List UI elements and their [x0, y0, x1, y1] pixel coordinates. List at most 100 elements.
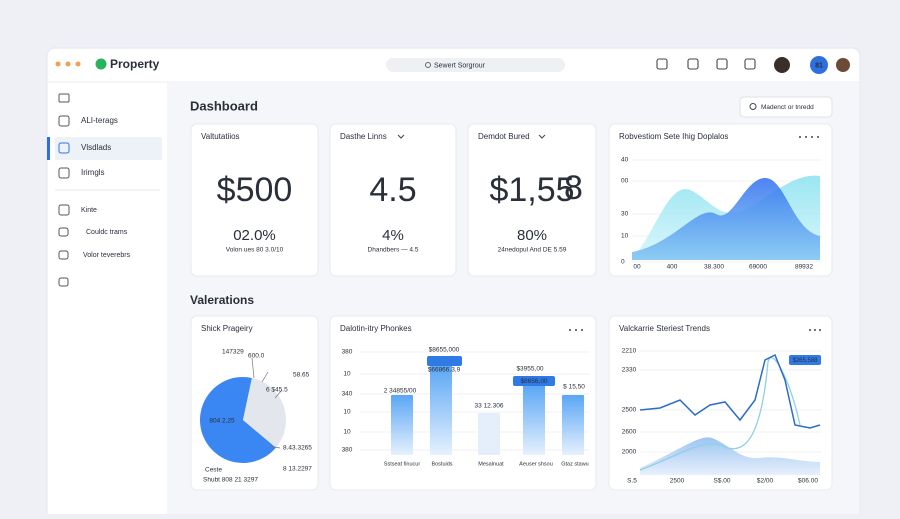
x-axis-label: Gtaz stawu	[561, 461, 589, 467]
y-axis-label: 2000	[622, 449, 637, 456]
brand-logo	[95, 58, 107, 70]
main-search-icon	[749, 103, 757, 110]
sidebar-active-bar	[47, 137, 50, 160]
sidebar-icon	[58, 115, 70, 127]
sidebar-item: ALI-terags	[81, 116, 118, 125]
search-placeholder: Sewert Sorgrour	[434, 62, 486, 69]
x-axis-label: $2/00	[757, 478, 774, 485]
bar	[430, 365, 452, 455]
kpi-change: 02.0%	[233, 227, 276, 244]
x-axis-label: 400	[667, 264, 678, 271]
card-menu-dot	[819, 329, 821, 331]
sidebar-icon	[58, 204, 70, 216]
card-title: Valckarrie Steriest Trends	[619, 324, 710, 333]
y-axis-label: 10	[343, 409, 351, 416]
sidebar-item: Vlsdlads	[81, 143, 111, 152]
window-dot	[65, 61, 71, 67]
card	[190, 123, 319, 277]
bar-tag	[427, 356, 462, 366]
kpi-value: $1,55	[489, 171, 574, 209]
y-axis-label: 40	[621, 157, 629, 164]
main-search	[739, 96, 833, 118]
bar-label: $3955,00	[516, 366, 543, 373]
avatar	[774, 57, 790, 73]
card-menu-dot	[575, 329, 577, 331]
card-title: Shick Prageiry	[201, 324, 253, 333]
kpi-title: Demdot Bured	[478, 132, 530, 141]
bar-label: $66866.3,9	[428, 367, 461, 374]
x-axis-label: S$.00	[714, 478, 731, 485]
card-title: Dalotin-itry Phonkes	[340, 324, 412, 333]
line-tag-text: $265,588	[792, 358, 818, 364]
card-menu-dot	[817, 136, 819, 138]
sidebar-icon	[58, 167, 70, 179]
pie-label: 8.43.3265	[283, 445, 312, 452]
x-axis-label: 89932	[795, 264, 813, 271]
pie-slice	[200, 377, 276, 463]
card-menu-dot	[581, 329, 583, 331]
line-tag	[789, 355, 821, 365]
pie-label: 147329	[222, 349, 244, 356]
pie-label: Ceste	[205, 467, 222, 474]
search-bar	[386, 58, 565, 72]
pie-label: 600.0	[248, 353, 265, 360]
pie-leader	[251, 357, 283, 449]
kpi-change: 80%	[517, 227, 547, 244]
bar-label: $8655,000	[429, 347, 460, 354]
bar-label: 33 12.306	[475, 403, 504, 410]
pie-label: 58.65	[293, 372, 310, 379]
card-menu-dot	[805, 136, 807, 138]
x-axis-label: Bostuids	[431, 461, 452, 467]
x-axis-label: Aeuser shsou	[519, 461, 553, 467]
main-search-placeholder: Madenct or tnredd	[761, 104, 814, 111]
sidebar-icon	[58, 142, 70, 154]
kpi-title: Dasthe Linns	[340, 132, 387, 141]
bar	[523, 385, 545, 455]
kpi-value: 4.5	[369, 171, 416, 209]
toolbar-icon	[716, 58, 728, 70]
sidebar-item: Volor teverebrs	[83, 252, 131, 259]
card-menu-dot	[811, 136, 813, 138]
x-axis-label: 38.300	[704, 264, 724, 271]
y-axis-label: 2500	[622, 407, 637, 414]
y-axis-label: 10	[343, 371, 351, 378]
card-menu-dot	[799, 136, 801, 138]
kpi-title: Valtutatiios	[201, 132, 240, 141]
bar-tag	[513, 376, 555, 386]
sidebar-item: Irimgls	[81, 168, 105, 177]
sidebar-icon	[58, 93, 70, 103]
sidebar-item: Couldc trams	[86, 229, 128, 236]
avatar-badge-circle	[810, 56, 828, 74]
x-axis-label: 2500	[670, 478, 685, 485]
y-axis-label: 10	[621, 233, 629, 240]
x-axis-label: 69000	[749, 264, 767, 271]
y-axis-label: 0	[621, 259, 625, 266]
bar-label: $8656,00	[520, 378, 547, 385]
trend-line	[639, 353, 821, 429]
card-menu-dot	[569, 329, 571, 331]
y-axis-label: 380	[342, 447, 353, 454]
avatar	[836, 58, 850, 72]
sidebar-icon	[58, 227, 69, 237]
toolbar-icon	[687, 58, 699, 70]
y-axis-label: 380	[342, 349, 353, 356]
x-axis-label: 00	[633, 264, 641, 271]
line-area	[640, 437, 820, 475]
kpi-note: Dhandbers — 4.5	[368, 247, 419, 254]
dropdown-chevron	[538, 134, 546, 139]
window-dot	[75, 61, 81, 67]
toolbar-icon	[656, 58, 668, 70]
kpi-note: Volon ues 80 3.0/10	[226, 247, 284, 254]
bar	[478, 413, 500, 455]
sidebar-icon	[58, 277, 69, 287]
card-menu-dot	[809, 329, 811, 331]
brand-name: Property	[110, 57, 160, 71]
y-axis-label: 340	[342, 391, 353, 398]
sidebar-icon	[58, 250, 69, 260]
pie-label: 8 13.2297	[283, 466, 312, 473]
pie-slice	[243, 377, 286, 448]
sidebar-active-bg	[55, 137, 162, 160]
card-menu-dot	[814, 329, 816, 331]
x-axis-label: Mesalnuat	[478, 461, 504, 467]
